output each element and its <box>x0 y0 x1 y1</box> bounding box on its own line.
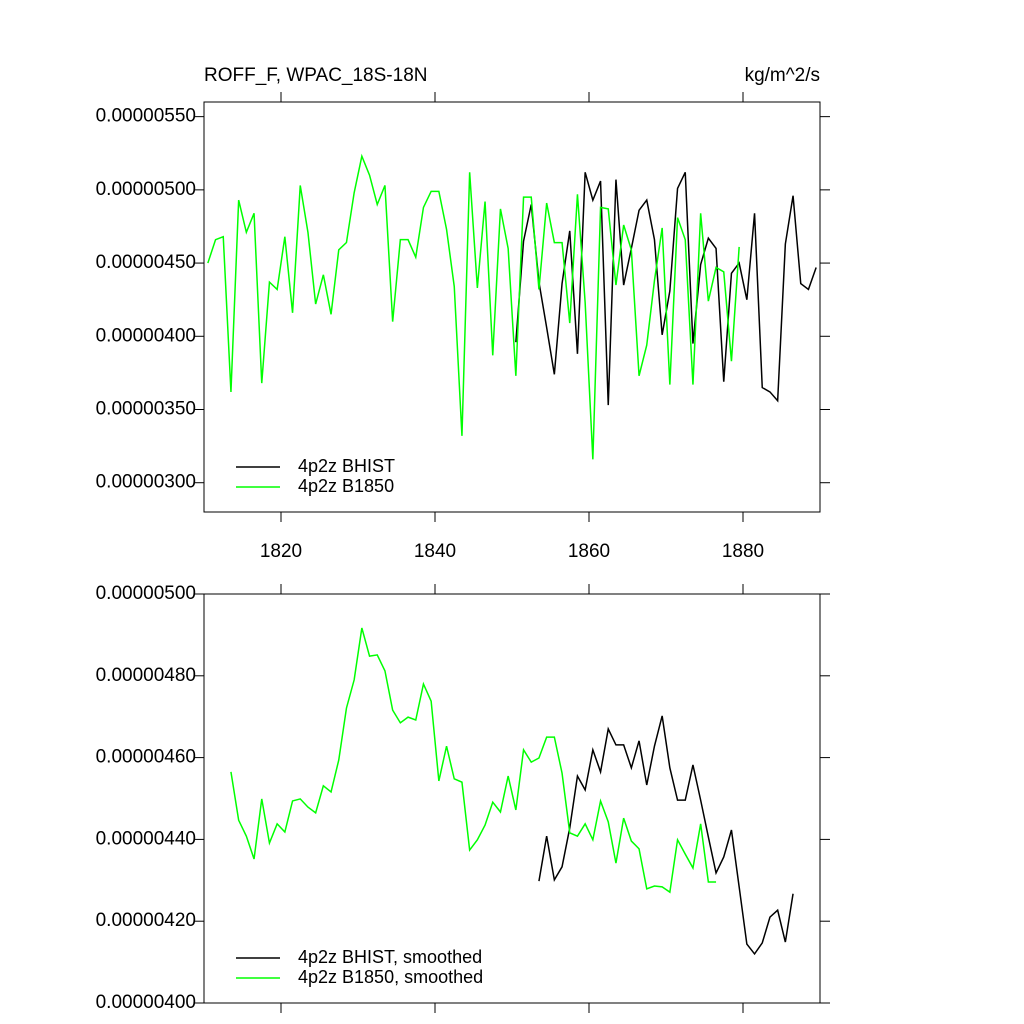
data-line <box>515 171 817 406</box>
x-tick-label: 1820 <box>260 541 302 562</box>
y-tick-label: 0.00000400 <box>96 325 196 346</box>
legend-label: 4p2z B1850 <box>298 476 394 496</box>
y-tick-label: 0.00000420 <box>96 910 196 931</box>
x-tick-label: 1860 <box>568 541 610 562</box>
chart-title: ROFF_F, WPAC_18S-18N <box>204 65 427 86</box>
y-tick-label: 0.00000450 <box>96 252 196 273</box>
data-line <box>538 715 794 956</box>
y-tick-label: 0.00000400 <box>96 992 196 1013</box>
y-tick-label: 0.00000300 <box>96 472 196 493</box>
data-line <box>207 153 740 460</box>
legend-label: 4p2z BHIST <box>298 456 395 476</box>
legend-label: 4p2z B1850, smoothed <box>298 967 483 987</box>
y-tick-label: 0.00000350 <box>96 399 196 420</box>
data-line <box>230 627 717 894</box>
x-tick-label: 1880 <box>722 541 764 562</box>
y-tick-label: 0.00000550 <box>96 106 196 127</box>
y-tick-label: 0.00000480 <box>96 665 196 686</box>
x-tick-label: 1840 <box>414 541 456 562</box>
plot-frame <box>203 593 821 1004</box>
y-tick-label: 0.00000500 <box>96 179 196 200</box>
plot-frame <box>203 101 821 513</box>
units-label: kg/m^2/s <box>745 65 820 86</box>
y-tick-label: 0.00000460 <box>96 747 196 768</box>
y-tick-label: 0.00000440 <box>96 828 196 849</box>
y-tick-label: 0.00000500 <box>96 583 196 604</box>
legend-label: 4p2z BHIST, smoothed <box>298 947 482 967</box>
